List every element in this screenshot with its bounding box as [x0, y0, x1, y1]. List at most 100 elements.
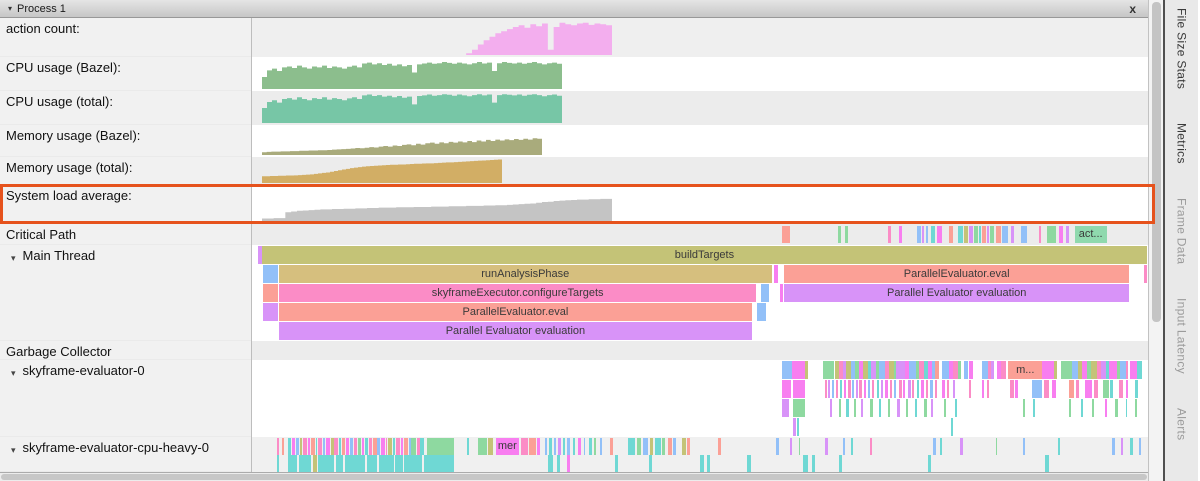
trace-slice	[326, 438, 330, 455]
track-action_count[interactable]	[252, 18, 1148, 57]
horizontal-scrollbar[interactable]	[0, 472, 1148, 481]
track-label-skh[interactable]: ▾ skyframe-evaluator-cpu-heavy-0	[0, 437, 251, 472]
vertical-scrollbar[interactable]	[1148, 0, 1163, 481]
trace-slice	[1134, 399, 1138, 417]
track-label-critical_path[interactable]: Critical Path	[0, 224, 251, 245]
trace-slice-m-[interactable]: m...	[1008, 361, 1043, 379]
trace-slice	[610, 438, 614, 455]
trace-slice	[262, 265, 278, 283]
trace-slice	[637, 438, 641, 455]
trace-slice	[1100, 361, 1106, 379]
trace-slice	[687, 438, 691, 455]
trace-slice	[416, 438, 420, 455]
tab-frame-data[interactable]: Frame Data	[1174, 197, 1189, 265]
horizontal-scrollbar-thumb[interactable]	[1, 474, 1147, 480]
track-gc[interactable]	[252, 341, 1148, 360]
trace-slice	[404, 455, 423, 472]
trace-slice-parallelevaluator-eval[interactable]: ParallelEvaluator.eval	[784, 265, 1130, 283]
trace-slice	[941, 380, 945, 398]
trace-slice	[396, 438, 400, 455]
track-label-action_count[interactable]: action count:	[0, 18, 251, 57]
close-icon[interactable]: x	[1129, 1, 1136, 16]
trace-slice	[354, 438, 357, 455]
trace-slice	[868, 361, 872, 379]
trace-slice	[1096, 361, 1101, 379]
trace-slice-parallel-evaluator-evaluation[interactable]: Parallel Evaluator evaluation	[278, 322, 752, 340]
trace-slice	[1076, 380, 1079, 398]
trace-slice-parallelevaluator-eval[interactable]: ParallelEvaluator.eval	[278, 303, 752, 321]
track-label-gc[interactable]: Garbage Collector	[0, 341, 251, 360]
trace-slice	[930, 380, 933, 398]
track-label-main_thread[interactable]: ▾ Main Thread	[0, 245, 251, 341]
tab-metrics[interactable]: Metrics	[1174, 123, 1189, 164]
tab-alerts[interactable]: Alerts	[1174, 408, 1189, 441]
trace-slice	[894, 380, 897, 398]
collapse-arrow-icon[interactable]: ▾	[11, 368, 16, 378]
trace-slice	[1130, 438, 1133, 455]
collapse-arrow-icon[interactable]: ▾	[8, 4, 13, 13]
trace-slice	[547, 455, 554, 472]
trace-slice	[829, 399, 832, 417]
trace-slice	[682, 438, 686, 455]
trace-slice	[1125, 399, 1128, 417]
track-critical_path[interactable]: act...	[252, 224, 1148, 245]
tab-input-latency[interactable]: Input Latency	[1174, 298, 1189, 375]
vertical-scrollbar-thumb[interactable]	[1152, 2, 1161, 322]
trace-slice	[1114, 399, 1118, 417]
track-mem_total[interactable]	[252, 157, 1148, 185]
trace-slice	[558, 438, 562, 455]
trace-slice	[952, 380, 956, 398]
track-label-sys_load[interactable]: System load average:	[0, 185, 251, 224]
track-main_thread[interactable]: buildTargets runAnalysisPhase ParallelEval…	[252, 245, 1148, 341]
trace-slice	[1069, 399, 1071, 417]
track-label-sk0[interactable]: ▾ skyframe-evaluator-0	[0, 360, 251, 437]
trace-slice	[362, 438, 364, 455]
trace-slice	[870, 399, 873, 417]
trace-slice	[1104, 399, 1107, 417]
track-label-cpu_total[interactable]: CPU usage (total):	[0, 91, 251, 125]
track-label-text: Memory usage (total):	[6, 160, 133, 175]
trace-slice-runanalysisphase[interactable]: runAnalysisPhase	[278, 265, 772, 283]
trace-slice	[1103, 380, 1109, 398]
trace-slice	[1031, 380, 1043, 398]
trace-slice	[1120, 361, 1126, 379]
track-sys_load[interactable]	[252, 185, 1148, 224]
trace-slice	[594, 438, 597, 455]
collapse-arrow-icon[interactable]: ▾	[11, 253, 16, 263]
trace-slice	[1139, 438, 1141, 455]
trace-slice-act-[interactable]: act...	[1074, 226, 1107, 243]
trace-slice	[300, 438, 303, 455]
trace-slice-parallel-evaluator-evaluation[interactable]: Parallel Evaluator evaluation	[784, 284, 1130, 302]
trace-slice-skyframeexecutor-configuretargets[interactable]: skyframeExecutor.configureTargets	[278, 284, 757, 302]
track-label-mem_total[interactable]: Memory usage (total):	[0, 157, 251, 185]
trace-slice	[916, 226, 922, 243]
trace-slice	[1110, 380, 1114, 398]
trace-slice	[287, 438, 292, 455]
track-label-cpu_bazel[interactable]: CPU usage (Bazel):	[0, 57, 251, 91]
analysis-tabs-sidebar: File Size Stats Metrics Frame Data Input La…	[1163, 0, 1198, 481]
trace-slice	[836, 380, 838, 398]
trace-slice	[364, 438, 369, 455]
track-mem_bazel[interactable]	[252, 125, 1148, 157]
trace-slice	[889, 380, 892, 398]
track-cpu_bazel[interactable]	[252, 57, 1148, 91]
tab-file-size-stats[interactable]: File Size Stats	[1174, 8, 1189, 90]
trace-slice-buildtargets[interactable]: buildTargets	[261, 246, 1148, 264]
track-label-text: CPU usage (total):	[6, 94, 113, 109]
trace-slice	[349, 438, 354, 455]
trace-slice	[258, 246, 262, 264]
trace-slice	[1092, 399, 1095, 417]
track-label-mem_bazel[interactable]: Memory usage (Bazel):	[0, 125, 251, 157]
collapse-arrow-icon[interactable]: ▾	[11, 445, 16, 455]
track-sk0[interactable]: m...	[252, 360, 1148, 437]
trace-slice	[905, 361, 909, 379]
trace-slice	[934, 380, 937, 398]
process-header[interactable]: ▾ Process 1 x	[0, 0, 1148, 18]
track-label-text: Garbage Collector	[6, 344, 112, 359]
track-cpu_total[interactable]	[252, 91, 1148, 125]
trace-slice	[1044, 380, 1050, 398]
trace-slice-mer[interactable]: mer	[495, 438, 519, 455]
trace-slice	[861, 399, 864, 417]
trace-slice	[322, 438, 326, 455]
track-skh[interactable]: mer	[252, 437, 1148, 472]
